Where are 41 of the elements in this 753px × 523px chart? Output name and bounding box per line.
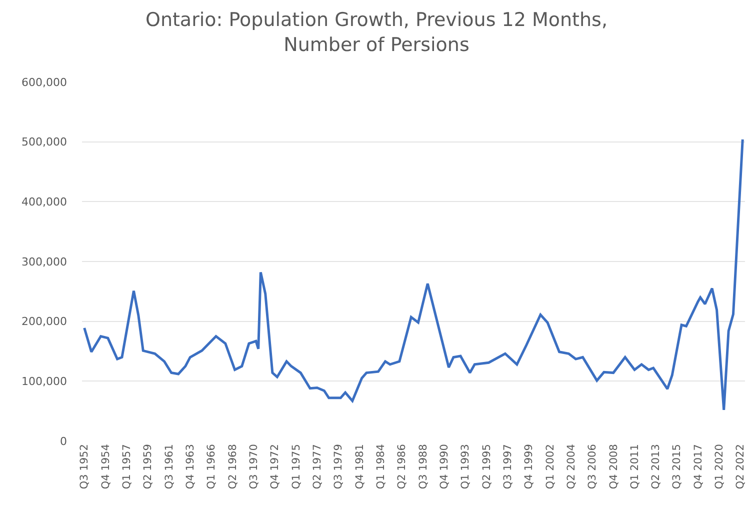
x-tick-label: Q2 1977 [312, 444, 324, 490]
x-tick-label: Q1 2002 [544, 444, 556, 490]
x-tick-label: Q4 1999 [523, 444, 536, 490]
x-tick-label: Q4 2017 [692, 444, 704, 490]
x-tick-label: Q3 1979 [332, 444, 345, 490]
y-tick-label: 400,000 [22, 196, 67, 209]
x-tick-label: Q3 1952 [78, 444, 91, 490]
y-tick-label: 600,000 [22, 76, 67, 89]
x-tick-label: Q1 1975 [290, 444, 302, 490]
x-tick-label: Q4 2008 [608, 444, 620, 490]
chart-title: Ontario: Population Growth, Previous 12 Months, Number of Persions [145, 9, 608, 56]
x-tick-label: Q3 2006 [586, 444, 599, 490]
x-tick-label: Q3 1970 [248, 444, 260, 490]
y-tick-label: 200,000 [22, 315, 67, 328]
x-tick-label: Q1 1966 [206, 444, 218, 490]
x-tick-label: Q2 2013 [650, 444, 662, 490]
x-tick-label: Q3 1988 [417, 444, 430, 490]
line-series [83, 138, 744, 412]
x-tick-label: Q1 1993 [460, 444, 472, 490]
x-tick-label: Q1 1957 [121, 444, 134, 490]
y-tick-label: 0 [60, 434, 67, 448]
x-tick-label: Q4 1981 [354, 444, 366, 490]
x-tick-label: Q2 1968 [226, 444, 239, 490]
x-tick-label: Q1 1984 [375, 444, 388, 490]
x-tick-label: Q3 2015 [671, 444, 684, 490]
x-tick-label: Q2 1959 [142, 444, 154, 490]
x-tick-label: Q4 1972 [269, 444, 282, 490]
x-tick-label: Q3 1961 [163, 444, 176, 490]
y-tick-label: 100,000 [22, 375, 67, 388]
x-tick-label: Q4 1954 [100, 444, 112, 490]
x-tick-label: Q2 2022 [734, 444, 747, 490]
x-tick-label: Q2 1995 [480, 444, 493, 490]
x-tick-label: Q4 1990 [438, 444, 450, 490]
x-tick-label: Q1 2020 [714, 444, 726, 490]
x-tick-label: Q2 1986 [396, 444, 408, 490]
y-tick-label: 300,000 [22, 255, 67, 268]
y-tick-label: 500,000 [22, 136, 67, 149]
x-tick-label: Q1 2011 [628, 444, 641, 490]
x-tick-label: Q2 2004 [565, 444, 578, 490]
x-tick-label: Q4 1963 [184, 444, 197, 490]
x-tick-label: Q3 1997 [502, 444, 514, 490]
